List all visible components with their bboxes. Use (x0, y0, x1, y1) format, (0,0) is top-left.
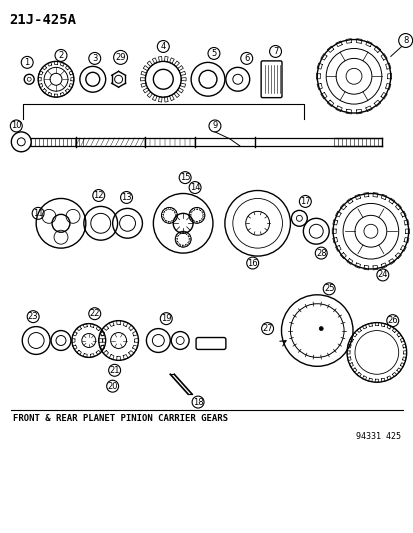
Text: 3: 3 (92, 54, 97, 63)
Text: FRONT & REAR PLANET PINION CARRIER GEARS: FRONT & REAR PLANET PINION CARRIER GEARS (13, 414, 228, 423)
Text: 94331 425: 94331 425 (355, 432, 400, 441)
Circle shape (11, 132, 31, 152)
Text: 12: 12 (93, 191, 104, 200)
Text: 25: 25 (323, 284, 334, 293)
Text: 14: 14 (190, 183, 200, 192)
Circle shape (318, 327, 323, 330)
Text: 29: 29 (115, 53, 126, 62)
Text: 4: 4 (160, 42, 166, 51)
Text: 9: 9 (212, 122, 217, 131)
Text: 21: 21 (109, 366, 120, 375)
Text: 19: 19 (161, 314, 171, 323)
Text: 15: 15 (180, 173, 190, 182)
Text: 26: 26 (387, 316, 397, 325)
Text: 2: 2 (58, 51, 64, 60)
Text: 5: 5 (211, 49, 216, 58)
Text: 13: 13 (121, 193, 131, 202)
Text: 11: 11 (33, 209, 43, 218)
Text: 27: 27 (262, 324, 272, 333)
Text: 10: 10 (11, 122, 21, 131)
Text: 18: 18 (192, 398, 203, 407)
Text: 16: 16 (247, 259, 257, 268)
Text: 20: 20 (107, 382, 118, 391)
Text: 1: 1 (24, 58, 30, 67)
Text: 21J-425A: 21J-425A (9, 13, 76, 27)
Text: 6: 6 (243, 54, 249, 63)
Text: 24: 24 (377, 270, 387, 279)
Text: 22: 22 (89, 309, 100, 318)
Text: 23: 23 (28, 312, 38, 321)
Text: 28: 28 (315, 248, 326, 257)
Text: 7: 7 (272, 47, 278, 56)
Text: 8: 8 (402, 36, 407, 45)
Text: 17: 17 (299, 197, 310, 206)
